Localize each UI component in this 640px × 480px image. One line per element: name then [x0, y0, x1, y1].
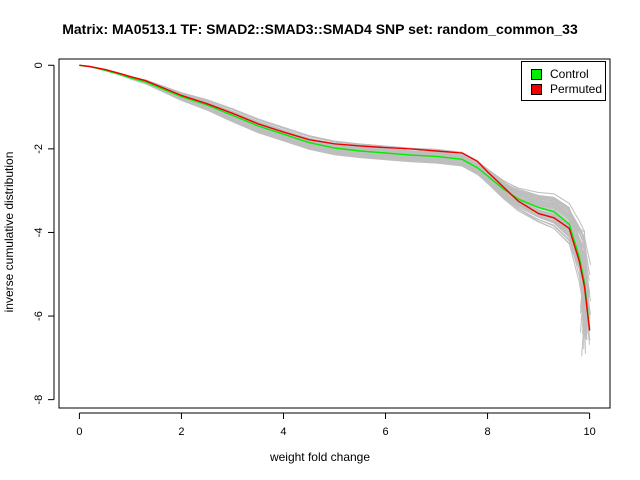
background-permutation-line: [79, 64, 590, 272]
series-lines: [79, 64, 591, 331]
y-tick-label: -8: [33, 395, 45, 405]
chart-title: Matrix: MA0513.1 TF: SMAD2::SMAD3::SMAD4…: [62, 21, 578, 37]
y-tick-label: -4: [33, 228, 45, 238]
background-permutation-line: [79, 64, 586, 300]
background-permutation-line: [79, 64, 586, 287]
background-permutation-line: [79, 64, 586, 275]
background-permutation-line: [79, 64, 586, 357]
legend-item-control: Control: [531, 67, 589, 81]
background-permutation-line: [79, 64, 592, 302]
x-tick-label: 10: [583, 426, 595, 438]
background-permutation-line: [79, 64, 587, 302]
legend-label-permuted: Permuted: [550, 82, 603, 96]
legend-item-permuted: Permuted: [531, 82, 602, 96]
y-tick-label: -2: [33, 144, 45, 154]
background-permutation-line: [79, 64, 586, 300]
x-axis: 0 2 4 6 8 10: [76, 412, 596, 438]
background-permutation-line: [79, 64, 586, 294]
background-permutation-line: [79, 64, 586, 289]
background-permutation-line: [79, 64, 590, 282]
background-permutation-line: [79, 64, 592, 266]
background-permutation-line: [79, 64, 591, 276]
x-tick-label: 2: [178, 426, 184, 438]
y-axis-label: inverse cumulative distribution: [2, 151, 16, 313]
background-permutation-line: [79, 64, 586, 350]
background-permutation-line: [79, 64, 586, 298]
background-permutation-line: [79, 64, 590, 304]
background-permutation-line: [79, 64, 589, 280]
background-permutation-line: [79, 64, 591, 294]
legend-swatch-control: [531, 68, 542, 80]
legend-swatch-permuted: [531, 83, 542, 95]
x-tick-label: 4: [280, 426, 286, 438]
background-permutation-line: [79, 64, 591, 319]
background-permutation-line: [79, 64, 588, 291]
y-tick-label: 0: [33, 62, 45, 68]
y-axis: 0 -2 -4 -6 -8: [33, 62, 55, 405]
series-line-control: [79, 64, 591, 329]
x-tick-label: 8: [484, 426, 490, 438]
legend-label-control: Control: [550, 67, 589, 81]
x-tick-label: 6: [382, 426, 388, 438]
background-permutation-line: [79, 64, 590, 298]
background-permutation-line: [79, 64, 586, 299]
x-tick-label: 0: [76, 426, 82, 438]
y-tick-label: -6: [33, 311, 45, 321]
background-permutation-line: [79, 64, 586, 354]
series-line-permuted: [79, 64, 591, 331]
legend: Control Permuted: [521, 61, 606, 101]
permutation-background-lines: [79, 64, 592, 357]
plot-frame: [58, 58, 611, 409]
background-permutation-line: [79, 64, 586, 288]
x-axis-label: weight fold change: [269, 450, 371, 464]
background-permutation-line: [79, 64, 586, 276]
